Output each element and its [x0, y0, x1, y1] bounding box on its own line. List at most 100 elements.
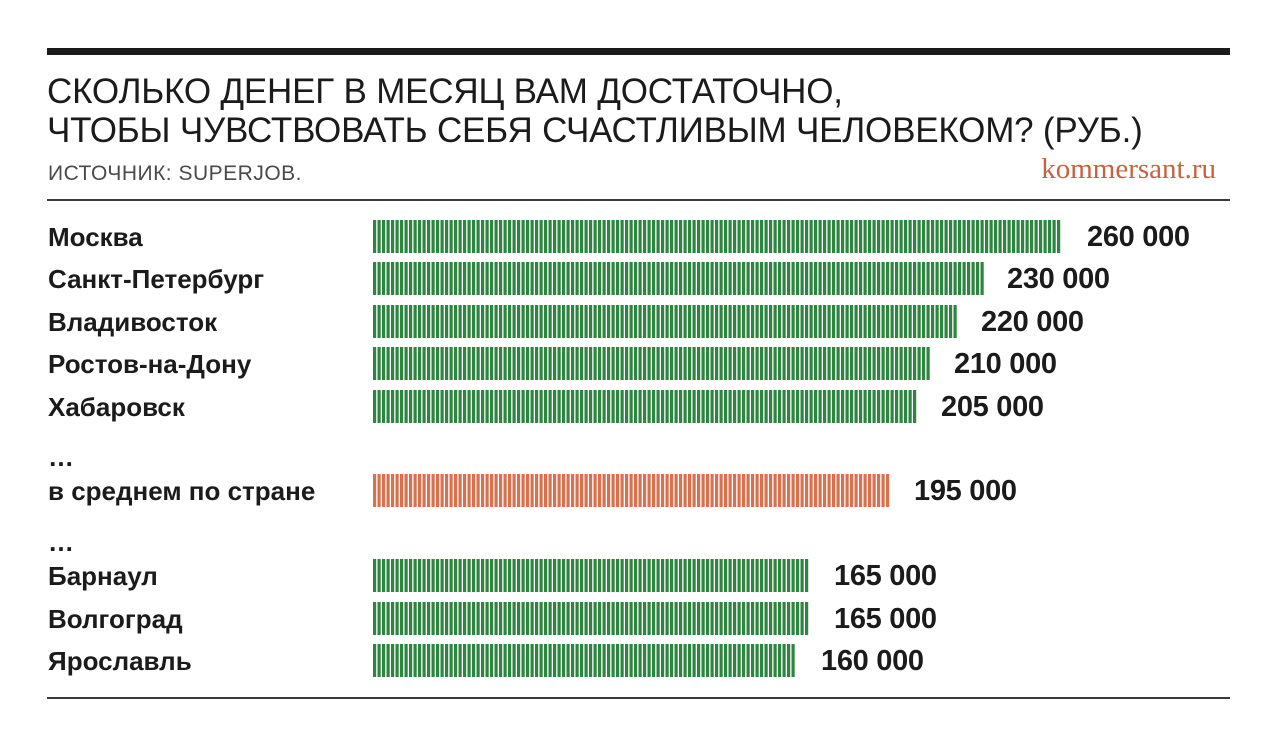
bar-stripe	[715, 644, 719, 677]
bar-stripe	[481, 304, 485, 338]
bar-stripe	[472, 262, 476, 296]
bar-stripe	[692, 559, 696, 593]
bar-stripe	[755, 644, 759, 677]
bar-stripe	[584, 644, 588, 677]
bar-stripe	[823, 474, 827, 508]
bar-stripe	[521, 559, 525, 593]
bar-stripe	[836, 347, 840, 381]
bar-stripe	[787, 389, 791, 423]
bar-stripe	[593, 644, 597, 677]
bar-stripe	[440, 262, 444, 296]
bar-stripe	[575, 304, 579, 338]
bar-stripe	[791, 347, 795, 381]
bar-stripe	[724, 644, 728, 677]
bar-stripe	[562, 644, 566, 677]
bar-stripe	[742, 389, 746, 423]
bar-stripe	[391, 304, 395, 338]
bar-stripe	[791, 644, 795, 677]
bar-stripe	[418, 559, 422, 593]
bar-stripe	[580, 559, 584, 593]
bar-stripe	[724, 262, 728, 296]
bar-stripe	[683, 262, 687, 296]
bar-stripe	[746, 262, 750, 296]
bar-stripe	[535, 389, 539, 423]
bar-stripe	[760, 644, 764, 677]
bar-stripe	[602, 601, 606, 635]
bar-stripe	[485, 220, 489, 253]
bar-stripe	[859, 262, 863, 296]
bar-stripe	[611, 262, 615, 296]
bar-stripe	[557, 262, 561, 296]
bar-stripe	[697, 601, 701, 635]
bar-stripe	[584, 262, 588, 296]
bar-stripe	[629, 601, 633, 635]
bar-stripe	[557, 601, 561, 635]
bar-stripe	[724, 474, 728, 508]
bar-stripe	[638, 304, 642, 338]
bar-stripe	[679, 347, 683, 381]
bar-stripe	[562, 304, 566, 338]
bar-stripe	[796, 304, 800, 338]
bar-stripe	[625, 601, 629, 635]
bar-stripe	[512, 220, 516, 253]
bar-stripe	[449, 220, 453, 253]
bar-stripe	[742, 347, 746, 381]
bar-stripe	[535, 474, 539, 508]
bar-stripe	[764, 644, 768, 677]
bar-stripe	[580, 389, 584, 423]
bar-stripe	[760, 262, 764, 296]
bar-stripe	[449, 644, 453, 677]
bar-stripe	[643, 262, 647, 296]
bar-stripe	[913, 220, 917, 253]
bar-stripe	[796, 262, 800, 296]
bar-stripe	[769, 601, 773, 635]
bar-stripe	[458, 644, 462, 677]
bar-stripe	[530, 601, 534, 635]
bar-stripe	[602, 559, 606, 593]
row-label: Барнаул	[48, 561, 158, 592]
bar-stripe	[728, 644, 732, 677]
bar-stripe	[877, 262, 881, 296]
bar-stripe	[377, 389, 381, 423]
bar-stripe	[733, 220, 737, 253]
value-label: 165 000	[834, 602, 937, 635]
bar-stripe	[499, 559, 503, 593]
bar-stripe	[467, 474, 471, 508]
bar-stripe	[436, 559, 440, 593]
bar-stripe	[773, 220, 777, 253]
bar-stripe	[823, 304, 827, 338]
bar-stripe	[764, 304, 768, 338]
bar-stripe	[593, 389, 597, 423]
bar-stripe	[517, 601, 521, 635]
bar-stripe	[742, 559, 746, 593]
bar-stripe	[503, 304, 507, 338]
bar-stripe	[526, 644, 530, 677]
bar-stripe	[782, 220, 786, 253]
bar-stripe	[526, 601, 530, 635]
bar-stripe	[863, 474, 867, 508]
bar-stripe	[796, 220, 800, 253]
bar-stripe	[584, 304, 588, 338]
bar-stripe	[544, 347, 548, 381]
bar-stripe	[409, 601, 413, 635]
bar-stripe	[989, 220, 993, 253]
bar-stripe	[1043, 220, 1047, 253]
bar-stripe	[868, 389, 872, 423]
bar-stripe	[890, 347, 894, 381]
bar-stripe	[670, 220, 674, 253]
bar-stripe	[728, 347, 732, 381]
bar-stripe	[670, 347, 674, 381]
bar-stripe	[476, 262, 480, 296]
bar-stripe	[922, 220, 926, 253]
row-label: Волгоград	[48, 603, 183, 634]
bar-stripe	[463, 347, 467, 381]
bar-stripe	[607, 220, 611, 253]
bar-stripe	[436, 220, 440, 253]
bar-stripe	[377, 474, 381, 508]
bar-stripe	[755, 262, 759, 296]
bar-stripe	[697, 347, 701, 381]
bar-stripe	[737, 601, 741, 635]
value-label: 230 000	[1007, 263, 1110, 296]
bar-stripe	[377, 347, 381, 381]
bar-stripe	[724, 304, 728, 338]
